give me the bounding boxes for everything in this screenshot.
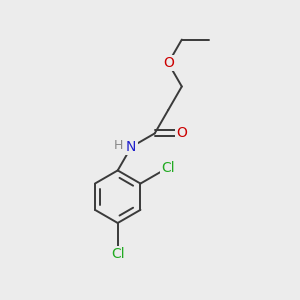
- Text: H: H: [114, 139, 124, 152]
- Text: Cl: Cl: [161, 161, 175, 175]
- Text: N: N: [126, 140, 136, 154]
- Text: O: O: [176, 126, 187, 140]
- Text: Cl: Cl: [111, 248, 124, 262]
- Text: O: O: [163, 56, 174, 70]
